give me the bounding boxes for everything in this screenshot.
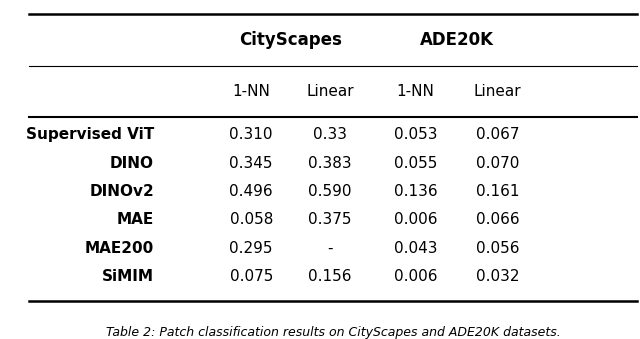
- Text: 0.067: 0.067: [476, 127, 519, 142]
- Text: 0.590: 0.590: [308, 184, 352, 199]
- Text: 0.075: 0.075: [230, 269, 273, 284]
- Text: 0.066: 0.066: [476, 212, 519, 227]
- Text: 0.310: 0.310: [230, 127, 273, 142]
- Text: 0.375: 0.375: [308, 212, 352, 227]
- Text: 0.043: 0.043: [394, 241, 437, 256]
- Text: 0.006: 0.006: [394, 212, 437, 227]
- Text: 0.156: 0.156: [308, 269, 352, 284]
- Text: 0.383: 0.383: [308, 156, 352, 171]
- Text: DINOv2: DINOv2: [89, 184, 154, 199]
- Text: ADE20K: ADE20K: [420, 31, 493, 49]
- Text: 0.070: 0.070: [476, 156, 519, 171]
- Text: 0.006: 0.006: [394, 269, 437, 284]
- Text: Supervised ViT: Supervised ViT: [26, 127, 154, 142]
- Text: SiMIM: SiMIM: [102, 269, 154, 284]
- Text: 0.056: 0.056: [476, 241, 519, 256]
- Text: 0.496: 0.496: [229, 184, 273, 199]
- Text: 0.295: 0.295: [230, 241, 273, 256]
- Text: 1-NN: 1-NN: [232, 84, 270, 99]
- Text: CityScapes: CityScapes: [239, 31, 342, 49]
- Text: MAE: MAE: [116, 212, 154, 227]
- Text: Table 2: Patch classification results on CityScapes and ADE20K datasets.: Table 2: Patch classification results on…: [106, 325, 561, 339]
- Text: 0.136: 0.136: [394, 184, 437, 199]
- Text: Linear: Linear: [474, 84, 521, 99]
- Text: MAE200: MAE200: [84, 241, 154, 256]
- Text: 0.053: 0.053: [394, 127, 437, 142]
- Text: 0.345: 0.345: [230, 156, 273, 171]
- Text: 0.032: 0.032: [476, 269, 519, 284]
- Text: -: -: [328, 241, 333, 256]
- Text: 0.055: 0.055: [394, 156, 437, 171]
- Text: 0.058: 0.058: [230, 212, 273, 227]
- Text: 1-NN: 1-NN: [396, 84, 435, 99]
- Text: 0.161: 0.161: [476, 184, 519, 199]
- Text: Linear: Linear: [307, 84, 354, 99]
- Text: DINO: DINO: [110, 156, 154, 171]
- Text: 0.33: 0.33: [313, 127, 348, 142]
